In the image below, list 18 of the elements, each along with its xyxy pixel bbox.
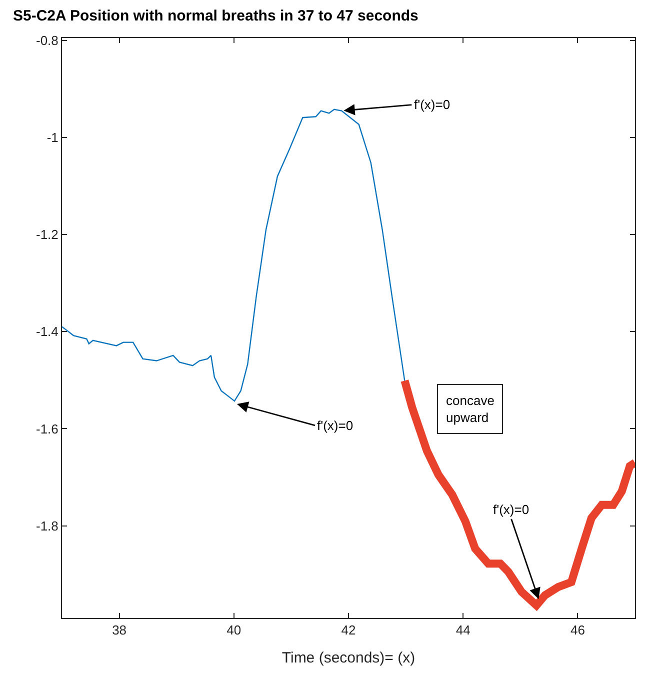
annotation: f'(x)=0 [493,502,530,517]
y-tick-label: -1.4 [36,324,58,340]
x-tick-label: 46 [570,622,585,638]
y-tick-label: -1 [46,130,58,146]
line-series [62,108,406,402]
y-tick-label: -0.8 [36,32,58,48]
y-tick-label: -1.6 [36,421,58,436]
x-tick-label: 42 [341,622,356,638]
annotation: concave upward [446,393,494,425]
annotation: f'(x)=0 [414,97,450,112]
y-tick-label: -1.2 [36,227,58,242]
x-axis-title: Time (seconds)= (x) [282,650,416,667]
y-tick-label: -1.8 [36,518,58,534]
x-tick-label: 40 [226,622,242,638]
chart-title: S5-C2A Position with normal breaths in 37 to 47 seconds [13,8,418,25]
annotation: f'(x)=0 [317,418,354,433]
x-tick-label: 38 [112,622,127,638]
x-tick-label: 44 [456,622,470,638]
